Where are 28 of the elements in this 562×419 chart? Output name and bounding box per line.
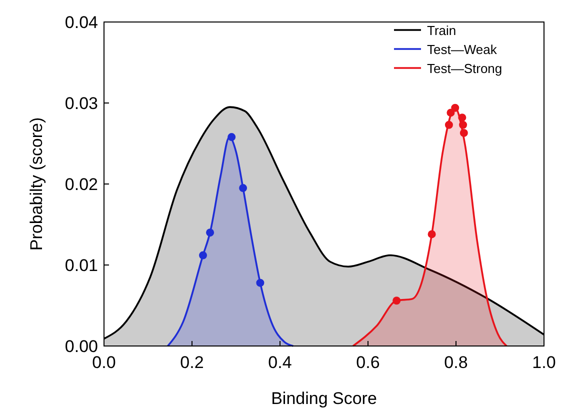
point [458, 114, 466, 122]
point [459, 120, 468, 129]
point [199, 251, 207, 260]
point [228, 133, 236, 142]
y-tick-label: 0.04 [64, 13, 98, 32]
point [451, 104, 460, 112]
point [444, 120, 453, 129]
point [428, 230, 436, 238]
point [256, 278, 264, 287]
x-axis-title: Binding Score [271, 389, 377, 408]
point [392, 296, 401, 305]
y-tick-label: 0.00 [64, 337, 98, 356]
y-tick-label: 0.03 [64, 94, 98, 113]
x-tick-label: 0.2 [180, 353, 204, 372]
x-tick-label: 0.4 [268, 353, 292, 372]
point [239, 184, 248, 192]
x-tick-label: 0.0 [92, 353, 116, 372]
x-tick-label: 1.0 [532, 353, 556, 372]
y-tick-label: 0.02 [64, 175, 98, 194]
x-tick-label: 0.8 [444, 353, 468, 372]
legend-label: Train [427, 23, 456, 38]
x-tick-label: 0.6 [356, 353, 380, 372]
y-tick-label: 0.01 [64, 256, 98, 275]
legend-label: Test—Strong [427, 61, 502, 76]
y-axis-title: Probabilty (score) [27, 117, 46, 251]
legend-label: Test—Weak [427, 42, 498, 57]
point [206, 228, 214, 237]
point [460, 128, 468, 137]
